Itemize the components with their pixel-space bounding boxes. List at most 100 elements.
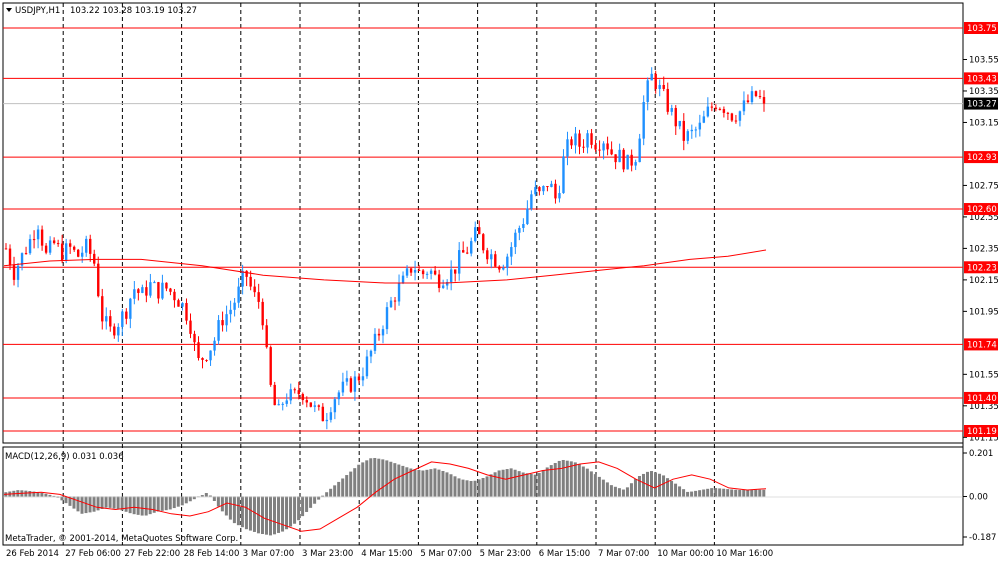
price-tick-label: 103.35 <box>969 87 999 97</box>
macd-bar <box>156 496 160 512</box>
macd-bar <box>345 475 349 497</box>
macd-bar <box>549 465 553 497</box>
candle-body <box>530 194 533 209</box>
macd-bar <box>92 496 96 512</box>
macd-bar <box>461 479 465 497</box>
macd-bar <box>333 485 337 497</box>
candle-body <box>269 347 272 385</box>
candle-body <box>261 301 264 326</box>
macd-bar <box>76 496 80 512</box>
macd-bar <box>297 496 301 521</box>
macd-bar <box>309 496 313 508</box>
candle-body <box>245 270 248 277</box>
candle-body <box>742 100 746 112</box>
candle-body <box>173 291 176 301</box>
macd-bar <box>136 496 140 515</box>
time-tick-label: 27 Feb 06:00 <box>65 549 121 559</box>
candle-body <box>389 300 393 308</box>
candle-body <box>482 234 485 251</box>
candle-body <box>233 302 236 310</box>
candle-body <box>273 384 276 406</box>
macd-bar <box>573 462 577 497</box>
candle-body <box>421 270 425 275</box>
macd-bar <box>204 493 208 497</box>
chart-header[interactable]: USDJPY,H1 103.22 103.28 103.19 103.27 <box>6 6 197 16</box>
candle-body <box>486 250 489 260</box>
macd-bar <box>698 490 702 497</box>
macd-bar <box>694 490 698 497</box>
candle-body <box>189 320 192 334</box>
candle-body <box>16 265 20 280</box>
time-tick-label: 4 Mar 15:00 <box>361 549 412 559</box>
price-tick-label: 101.55 <box>969 370 999 380</box>
candle-body <box>706 106 710 117</box>
candle-body <box>566 139 569 157</box>
macd-bar <box>184 496 188 504</box>
candle-body <box>670 108 673 112</box>
candle-body <box>85 238 88 253</box>
level-label-box <box>964 261 998 274</box>
candle-body <box>730 113 734 121</box>
macd-bar <box>317 496 321 500</box>
candle-body <box>453 269 457 274</box>
dropdown-triangle-icon[interactable] <box>6 8 12 12</box>
candle-body <box>654 73 657 89</box>
candle-body <box>169 288 172 292</box>
candle-body <box>674 108 677 127</box>
macd-bar <box>533 474 537 497</box>
candle-body <box>68 243 72 247</box>
candle-body <box>285 400 288 404</box>
macd-bar <box>581 466 585 497</box>
macd-bar <box>662 475 666 497</box>
macd-signal-line <box>3 461 767 532</box>
macd-bar <box>585 468 589 497</box>
candle-body <box>133 289 136 299</box>
candle-body <box>93 253 96 264</box>
macd-bar <box>633 479 637 497</box>
candle-body <box>353 376 357 392</box>
price-tick-label: 102.75 <box>969 181 999 191</box>
macd-bar <box>152 496 156 513</box>
price-tick-label: 101.95 <box>969 307 999 317</box>
macd-bar <box>561 459 565 497</box>
price-tick-label: 102.55 <box>969 213 999 223</box>
macd-axis-ticks: 0.201 0.00 -0.187 <box>963 449 996 543</box>
time-tick-label: 27 Feb 22:00 <box>124 549 180 559</box>
macd-bar <box>738 489 742 497</box>
macd-bar <box>557 460 561 497</box>
macd-bar <box>180 496 184 506</box>
candle-body <box>441 285 445 288</box>
macd-bar <box>369 458 373 497</box>
macd-bar <box>629 483 633 497</box>
macd-bar <box>746 489 750 497</box>
level-label-text: 101.40 <box>967 394 997 404</box>
candle-body <box>686 131 689 141</box>
macd-bar <box>505 469 509 497</box>
macd-bar <box>654 472 658 497</box>
macd-bar <box>68 496 72 506</box>
candle-body <box>606 143 609 150</box>
candle-body <box>149 282 152 296</box>
candle-body <box>337 392 341 400</box>
macd-bar <box>690 491 694 497</box>
candle-body <box>726 112 730 114</box>
candle-body <box>333 399 337 413</box>
candle-body <box>141 287 144 293</box>
candle-body <box>157 282 160 299</box>
macd-bar <box>116 496 120 510</box>
macd-bar <box>754 489 758 497</box>
candle-body <box>590 133 593 145</box>
candle-body <box>618 149 621 163</box>
candle-body <box>20 253 24 266</box>
macd-bar <box>301 496 305 517</box>
macd-bar <box>417 469 421 497</box>
candle-body <box>397 283 401 302</box>
macd-bar <box>613 486 617 497</box>
macd-bar <box>473 480 477 497</box>
candle-body <box>121 311 124 327</box>
macd-bar <box>425 469 429 497</box>
level-label-text: 102.93 <box>967 153 997 163</box>
candle-body <box>209 350 212 361</box>
candle-body <box>401 275 405 284</box>
candle-body <box>321 406 325 422</box>
